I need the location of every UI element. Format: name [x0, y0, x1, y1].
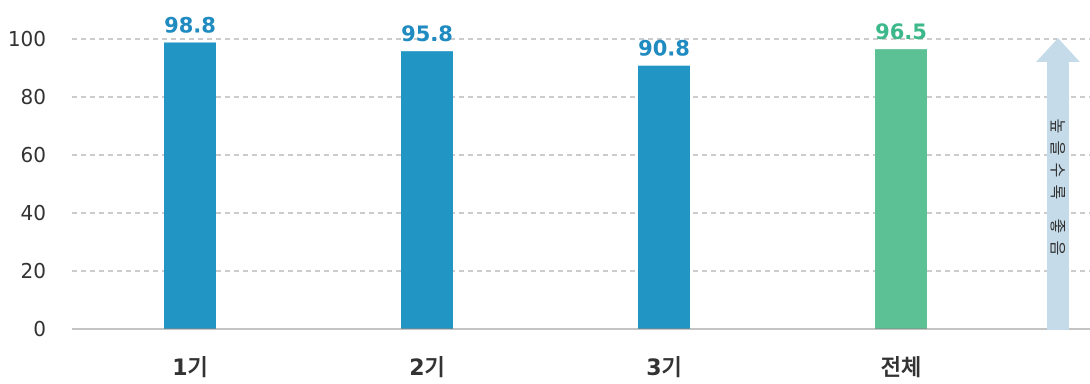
grid-lines — [72, 38, 1090, 272]
annotation-char: 을 — [1048, 141, 1067, 156]
y-tick-label: 20 — [21, 259, 46, 283]
category-label: 3기 — [646, 356, 682, 381]
up-arrow-icon — [1036, 38, 1080, 330]
value-labels: 98.8 95.8 90.8 96.5 — [164, 13, 927, 60]
y-axis-ticks: 0 20 40 60 80 100 — [8, 27, 46, 341]
annotation-char: 수 — [1048, 163, 1067, 178]
bar — [164, 42, 216, 329]
bar-value-label: 95.8 — [401, 22, 453, 46]
bar — [638, 65, 690, 330]
bar — [401, 51, 453, 330]
category-label: 전체 — [881, 356, 921, 381]
y-tick-label: 100 — [8, 27, 46, 51]
bar-value-label: 96.5 — [875, 20, 927, 44]
annotation-char: 높 — [1048, 119, 1067, 134]
bar-value-label: 98.8 — [164, 13, 216, 37]
y-tick-label: 0 — [33, 317, 46, 341]
annotation-char: 좋 — [1048, 219, 1067, 234]
bar-value-label: 90.8 — [638, 37, 690, 61]
bar — [875, 49, 927, 330]
annotation-char: 록 — [1048, 185, 1067, 200]
y-tick-label: 80 — [21, 85, 46, 109]
category-label: 1기 — [172, 356, 208, 381]
annotation-char: 음 — [1048, 241, 1067, 256]
category-label: 2기 — [409, 356, 445, 381]
bars — [164, 42, 927, 330]
x-axis-labels: 1기 2기 3기 전체 — [172, 356, 921, 381]
y-tick-label: 40 — [21, 201, 46, 225]
y-tick-label: 60 — [21, 143, 46, 167]
